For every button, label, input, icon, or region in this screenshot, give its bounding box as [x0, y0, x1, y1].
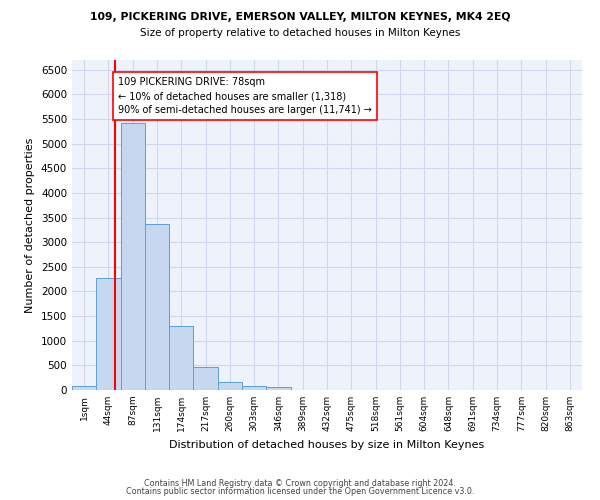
Text: 109, PICKERING DRIVE, EMERSON VALLEY, MILTON KEYNES, MK4 2EQ: 109, PICKERING DRIVE, EMERSON VALLEY, MI…: [90, 12, 510, 22]
Bar: [145, 224, 169, 390]
Bar: [72, 386, 96, 390]
Y-axis label: Number of detached properties: Number of detached properties: [25, 138, 35, 312]
Bar: [96, 278, 121, 390]
X-axis label: Distribution of detached houses by size in Milton Keynes: Distribution of detached houses by size …: [169, 440, 485, 450]
Bar: [218, 382, 242, 390]
Bar: [121, 123, 145, 390]
Bar: [242, 386, 266, 390]
Bar: [193, 367, 218, 390]
Text: Contains HM Land Registry data © Crown copyright and database right 2024.: Contains HM Land Registry data © Crown c…: [144, 478, 456, 488]
Text: 109 PICKERING DRIVE: 78sqm
← 10% of detached houses are smaller (1,318)
90% of s: 109 PICKERING DRIVE: 78sqm ← 10% of deta…: [118, 77, 372, 115]
Bar: [266, 388, 290, 390]
Bar: [169, 326, 193, 390]
Text: Contains public sector information licensed under the Open Government Licence v3: Contains public sector information licen…: [126, 487, 474, 496]
Text: Size of property relative to detached houses in Milton Keynes: Size of property relative to detached ho…: [140, 28, 460, 38]
